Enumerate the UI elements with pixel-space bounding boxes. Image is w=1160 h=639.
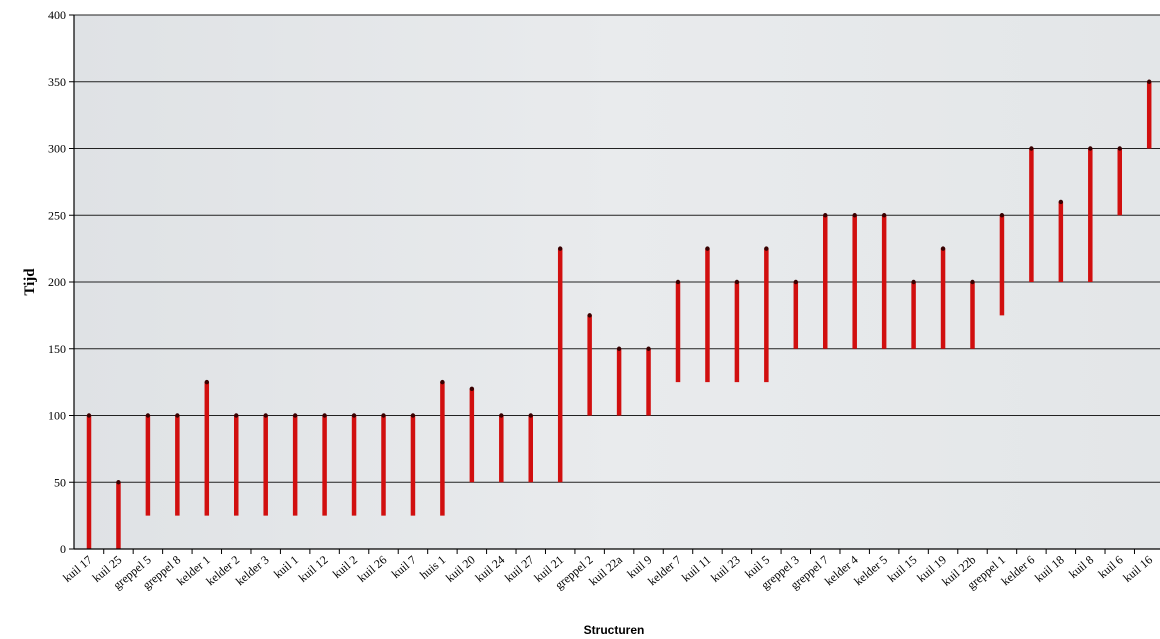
range-bar-cap (881, 213, 887, 218)
range-bar-cap (999, 213, 1005, 218)
range-bar-cap (852, 213, 857, 218)
y-axis-ticks: 0 50 100 150 200 250 300 350 400 (48, 8, 74, 556)
range-bar-cap (351, 413, 357, 418)
y-tick-label: 250 (48, 208, 66, 222)
y-tick-label: 400 (48, 8, 66, 22)
range-bar-cap (204, 379, 209, 385)
range-bar-cap (145, 413, 151, 418)
range-bar-cap (234, 413, 239, 418)
x-tick-label: kuil 7 (389, 553, 419, 582)
x-tick-label: kelder 3 (233, 553, 272, 589)
x-tick-label: kuil 8 (1066, 553, 1096, 582)
range-bar-cap (410, 413, 416, 418)
range-bar-cap (675, 279, 681, 285)
x-tick-label: huis 1 (417, 553, 448, 582)
y-tick-label: 50 (54, 475, 66, 489)
x-tick-label: kuil 26 (355, 553, 390, 585)
x-tick-label: kuil 20 (443, 553, 478, 585)
y-tick-label: 0 (60, 542, 66, 556)
y-tick-label: 200 (48, 275, 66, 289)
y-axis-label: Tijd (22, 268, 38, 296)
x-tick-label: kuil 1 (271, 553, 301, 582)
x-tick-label: kuil 11 (679, 553, 713, 585)
range-bar-cap (705, 246, 710, 251)
range-bar-cap (381, 413, 386, 418)
range-bar-cap (292, 413, 298, 418)
x-tick-label: kuil 17 (60, 553, 95, 585)
range-bar-cap (646, 346, 651, 351)
x-tick-label: kelder 5 (851, 553, 890, 589)
range-bar-cap (440, 379, 445, 385)
x-tick-label: kuil 24 (472, 553, 507, 585)
x-tick-label: kelder 6 (998, 553, 1037, 589)
x-tick-label: kuil 23 (708, 553, 743, 585)
range-bar-cap (764, 246, 769, 251)
range-bar-cap (940, 246, 946, 251)
x-tick-label: kuil 15 (885, 553, 920, 585)
x-tick-label: kuil 27 (502, 553, 537, 585)
range-bar-cap (528, 413, 533, 418)
x-tick-label: kuil 2 (330, 553, 360, 582)
range-bar-cap (469, 386, 475, 391)
y-tick-label: 100 (48, 409, 66, 423)
x-tick-label: kuil 16 (1120, 553, 1155, 585)
x-tick-label: kuil 22a (586, 552, 625, 588)
range-bar-cap (175, 413, 180, 418)
range-bar-cap (263, 413, 268, 418)
x-tick-label: kelder 7 (645, 553, 684, 589)
range-bar-cap (1117, 146, 1122, 151)
range-bar-cap (911, 279, 916, 285)
x-tick-label: kuil 6 (1095, 553, 1125, 582)
y-tick-label: 150 (48, 342, 66, 356)
range-bar-cap (734, 279, 740, 285)
range-bar-cap (970, 279, 975, 285)
range-bar-cap (1029, 146, 1034, 151)
x-tick-label: kuil 12 (296, 553, 331, 585)
range-bar-cap (558, 246, 563, 251)
range-bar-cap (116, 480, 121, 485)
bars (86, 79, 1152, 549)
range-bar-cap (1147, 79, 1152, 84)
range-bar-cap (86, 413, 92, 418)
range-bar-cap (587, 313, 592, 318)
range-bar-cap (1088, 146, 1093, 151)
range-bar-cap (823, 213, 828, 218)
range-bar-cap (499, 413, 504, 418)
y-tick-label: 350 (48, 75, 66, 89)
x-tick-label: kuil 18 (1032, 553, 1067, 585)
x-axis-label: Structuren (584, 623, 645, 637)
y-tick-label: 300 (48, 142, 66, 156)
range-bar-cap (616, 346, 622, 351)
range-bar-cap (322, 413, 327, 418)
range-bar-cap (793, 279, 798, 285)
range-bar-cap (1058, 199, 1064, 205)
